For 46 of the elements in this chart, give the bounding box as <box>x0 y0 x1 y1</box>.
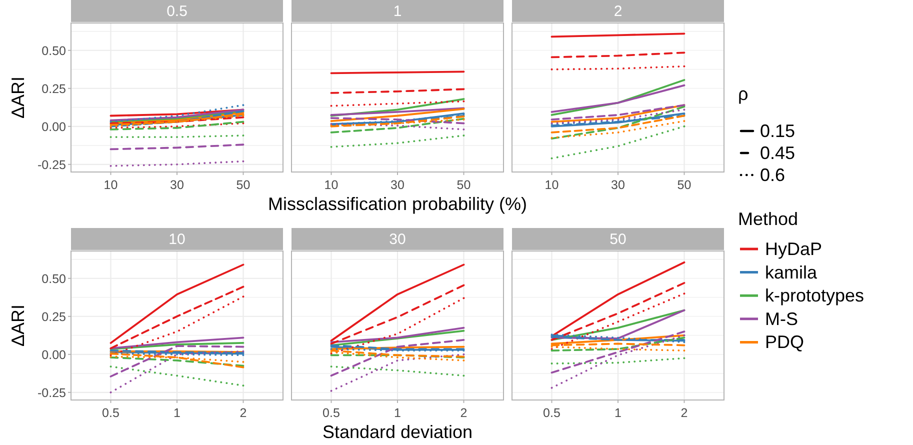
x-tick-label: 1 <box>174 406 181 420</box>
x-tick-label: 10 <box>544 178 559 192</box>
y-tick-label: -0.25 <box>38 158 66 172</box>
x-tick-label: 1 <box>614 406 622 420</box>
y-tick-label: 0.00 <box>42 120 66 134</box>
y-tick-label: 0.50 <box>42 44 66 58</box>
text: 0.15 <box>760 121 796 141</box>
y-tick-label: -0.25 <box>38 386 66 400</box>
x-tick-label: 50 <box>677 178 692 192</box>
chart-title: 2 <box>614 3 622 20</box>
text: 0.6 <box>760 165 786 185</box>
chart-title: 30 <box>389 231 406 248</box>
chart-title: 1 <box>393 3 402 20</box>
x-axis-title: Missclassification probability (%) <box>268 194 528 214</box>
legend-label: kamila <box>765 262 818 282</box>
text: 0.45 <box>760 143 796 163</box>
y-axis-title: ΔARI <box>8 76 28 119</box>
x-tick-label: 50 <box>236 178 250 192</box>
x-tick-label: 30 <box>170 178 184 192</box>
x-tick-label: 10 <box>324 178 338 192</box>
legend-label: k-prototypes <box>765 286 864 306</box>
x-tick-label: 2 <box>240 406 247 420</box>
y-tick-label: 0.00 <box>42 348 66 362</box>
y-tick-label: 0.25 <box>42 310 66 324</box>
legend-label: PDQ <box>765 332 804 352</box>
legend-title: Method <box>738 209 798 229</box>
x-tick-label: 0.5 <box>543 406 560 420</box>
legend-label: HyDaP <box>765 239 822 259</box>
x-tick-label: 30 <box>390 178 404 192</box>
x-tick-label: 1 <box>394 406 402 420</box>
y-tick-label: 0.50 <box>42 272 66 286</box>
x-tick-label: 10 <box>104 178 118 192</box>
text: ρ <box>738 84 748 104</box>
chart-title: 0.5 <box>166 3 188 20</box>
x-tick-label: 0.5 <box>102 406 120 420</box>
chart-title: 50 <box>610 231 626 248</box>
x-axis-title: Standard deviation <box>322 422 473 442</box>
x-tick-label: 0.5 <box>322 406 340 420</box>
x-tick-label: 50 <box>456 178 471 192</box>
y-tick-label: 0.25 <box>42 82 66 96</box>
chart-title: 10 <box>168 231 186 248</box>
y-axis-title: ΔARI <box>8 304 28 347</box>
x-tick-label: 2 <box>680 406 688 420</box>
legend-label: M-S <box>765 308 798 329</box>
x-tick-label: 30 <box>611 178 625 192</box>
x-tick-label: 2 <box>460 406 468 420</box>
